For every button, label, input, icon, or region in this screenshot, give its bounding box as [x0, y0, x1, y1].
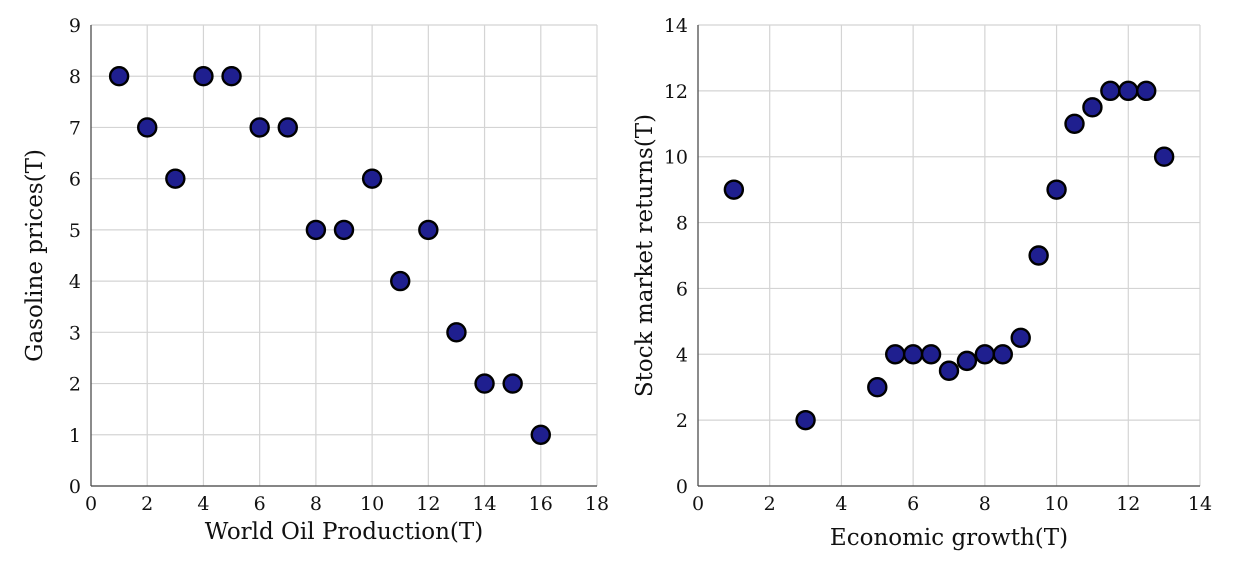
chart-2-data-point	[795, 409, 816, 431]
chart-2-data-point	[1010, 327, 1031, 349]
chart-2-x-tick-label: 0	[692, 493, 704, 515]
chart-1-data-point	[361, 168, 383, 189]
chart-2-data-point	[723, 179, 745, 200]
chart-1-y-tick-label: 0	[69, 476, 81, 498]
chart-2-data-point	[867, 377, 888, 398]
chart-2-y-axis-title: Stock market returns(T)	[632, 114, 658, 397]
chart-1-x-tick-label: 0	[85, 493, 97, 515]
chart-2-points	[723, 80, 1175, 431]
chart-2-x-tick-label: 12	[1116, 493, 1140, 515]
chart-2-y-tick-label: 10	[664, 147, 688, 169]
chart-1-data-point	[390, 270, 411, 292]
chart-1-x-tick-label: 4	[197, 493, 209, 515]
chart-1-data-point	[474, 373, 495, 394]
chart-1-x-tick-label: 18	[585, 493, 609, 515]
chart-2-data-point	[1082, 97, 1103, 118]
chart-1-data-point	[530, 424, 551, 445]
chart-1-data-point	[193, 66, 214, 87]
chart-1-y-tick-label: 6	[69, 169, 81, 191]
chart-2-data-point	[1136, 80, 1157, 102]
chart-1-data-point	[446, 322, 467, 343]
chart-1-y-tick-label: 8	[69, 66, 81, 88]
chart-2-y-tick-label: 8	[676, 213, 688, 235]
chart-2-x-tick-label: 14	[1188, 493, 1212, 515]
chart-1-data-point	[137, 117, 158, 138]
chart-2-x-tick-label: 2	[764, 493, 776, 515]
chart-2-data-point	[1100, 80, 1121, 102]
chart-1-data-point	[221, 66, 242, 87]
right-scatter-chart: 0 2 4 6 8 10 12 14 0 2 4 6 8 10 12 14 Economic growth(T)…	[632, 15, 1212, 551]
chart-2-x-tick-label: 10	[1044, 493, 1068, 515]
chart-1-y-tick-label: 2	[69, 374, 81, 396]
chart-1-data-point	[165, 168, 186, 189]
chart-1-y-axis-title: Gasoline prices(T)	[22, 149, 48, 362]
chart-1-x-tick-label: 10	[360, 493, 384, 515]
chart-2-y-tick-label: 6	[676, 278, 688, 300]
chart-1-data-point	[305, 219, 327, 241]
chart-2-data-point	[885, 344, 906, 365]
chart-1-y-tick-label: 5	[69, 220, 81, 242]
chart-1-y-tick-label: 9	[69, 15, 81, 37]
chart-1-data-point	[249, 117, 270, 138]
chart-2-x-tick-label: 8	[979, 493, 991, 515]
chart-2-y-tick-label: 0	[676, 476, 688, 498]
chart-1-points	[108, 66, 551, 445]
chart-1-y-tick-label: 4	[69, 271, 81, 293]
chart-1-x-tick-label: 14	[472, 493, 496, 515]
chart-1-y-tick-label: 1	[69, 425, 81, 447]
chart-2-data-point	[974, 344, 996, 365]
chart-2-y-tick-label: 12	[664, 81, 688, 103]
chart-1-x-tick-label: 16	[529, 493, 553, 515]
chart-1-x-tick-label: 6	[254, 493, 266, 515]
chart-2-data-point	[938, 360, 960, 381]
chart-2-data-point	[902, 344, 924, 365]
chart-2-y-tick-label: 4	[676, 344, 688, 366]
chart-1-data-point	[108, 66, 130, 87]
chart-1-data-point	[333, 219, 355, 241]
chart-2-data-point	[1153, 146, 1175, 167]
chart-1-data-point	[418, 219, 439, 241]
chart-1-data-point	[502, 373, 523, 394]
chart-2-data-point	[1046, 179, 1067, 200]
chart-1-x-axis-title: World Oil Production(T)	[205, 519, 483, 545]
chart-2-data-point	[992, 344, 1013, 365]
chart-1-data-point	[277, 117, 298, 138]
chart-1-x-tick-label: 12	[416, 493, 440, 515]
chart-2-data-point	[956, 350, 978, 372]
chart-2-x-tick-label: 4	[835, 493, 847, 515]
chart-2-data-point	[1028, 245, 1049, 266]
chart-2-x-axis-title: Economic growth(T)	[830, 525, 1068, 551]
chart-2-data-point	[1118, 80, 1139, 102]
chart-2-y-tick-label: 2	[676, 410, 688, 432]
chart-2-data-point	[920, 344, 942, 365]
chart-2-x-tick-label: 6	[907, 493, 919, 515]
chart-2-data-point	[1064, 113, 1085, 134]
chart-1-y-tick-label: 3	[69, 322, 81, 344]
chart-1-x-tick-label: 2	[141, 493, 153, 515]
chart-1-y-tick-label: 7	[69, 117, 81, 139]
chart-2-y-tick-label: 14	[664, 15, 688, 37]
chart-1-grid	[90, 24, 598, 487]
chart-1-x-tick-label: 8	[310, 493, 322, 515]
